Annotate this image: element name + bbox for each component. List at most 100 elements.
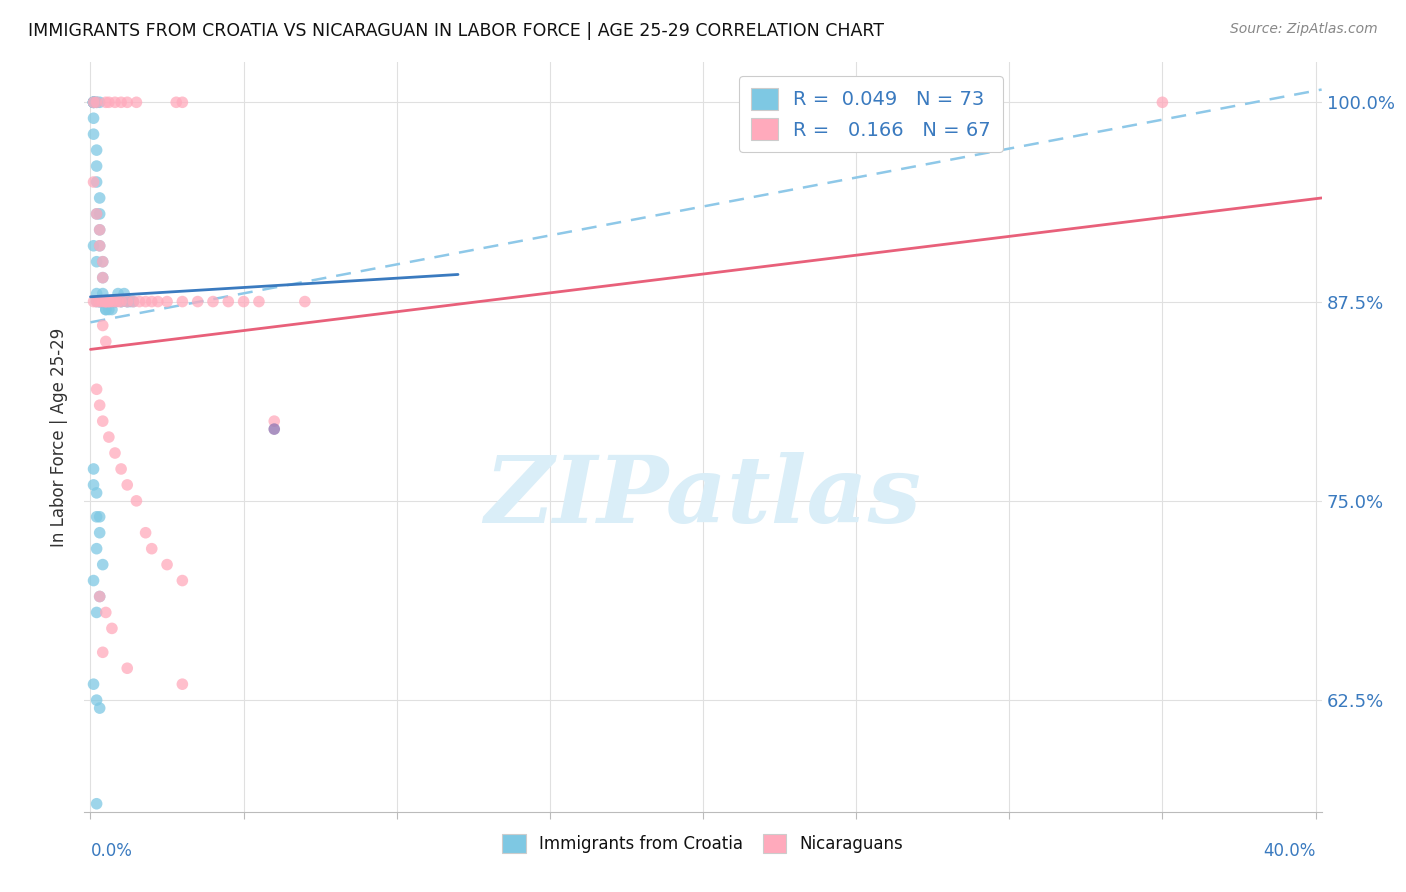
Point	[83, 112, 105, 126]
Point	[91, 318, 114, 333]
Point	[83, 677, 105, 691]
Point	[125, 493, 148, 508]
Point	[101, 302, 124, 317]
Point	[110, 294, 132, 309]
Point	[91, 270, 114, 285]
Point	[89, 294, 111, 309]
Point	[86, 797, 108, 811]
Point	[94, 294, 117, 309]
Point	[101, 294, 124, 309]
Legend: Immigrants from Croatia, Nicaraguans: Immigrants from Croatia, Nicaraguans	[496, 827, 910, 860]
Point	[172, 677, 194, 691]
Point	[91, 270, 114, 285]
Point	[172, 95, 194, 110]
Point	[91, 294, 114, 309]
Point	[89, 294, 111, 309]
Point	[1152, 95, 1174, 110]
Point	[146, 294, 169, 309]
Point	[91, 294, 114, 309]
Point	[83, 175, 105, 189]
Point	[97, 294, 120, 309]
Text: Source: ZipAtlas.com: Source: ZipAtlas.com	[1230, 22, 1378, 37]
Point	[86, 175, 108, 189]
Point	[86, 541, 108, 556]
Text: IMMIGRANTS FROM CROATIA VS NICARAGUAN IN LABOR FORCE | AGE 25-29 CORRELATION CHA: IMMIGRANTS FROM CROATIA VS NICARAGUAN IN…	[28, 22, 884, 40]
Point	[125, 95, 148, 110]
Point	[141, 541, 163, 556]
Point	[141, 294, 163, 309]
Point	[165, 95, 187, 110]
Point	[94, 294, 117, 309]
Point	[83, 95, 105, 110]
Text: ZIPatlas: ZIPatlas	[485, 452, 921, 542]
Point	[201, 294, 224, 309]
Point	[217, 294, 239, 309]
Point	[110, 294, 132, 309]
Point	[86, 95, 108, 110]
Point	[83, 95, 105, 110]
Point	[89, 207, 111, 221]
Point	[91, 558, 114, 572]
Point	[89, 239, 111, 253]
Point	[91, 294, 114, 309]
Point	[86, 207, 108, 221]
Point	[172, 574, 194, 588]
Point	[112, 286, 135, 301]
Point	[89, 525, 111, 540]
Point	[94, 606, 117, 620]
Point	[83, 95, 105, 110]
Point	[89, 294, 111, 309]
Point	[115, 661, 138, 675]
Point	[89, 294, 111, 309]
Point	[83, 95, 105, 110]
Point	[86, 95, 108, 110]
Point	[89, 590, 111, 604]
Point	[128, 294, 150, 309]
Text: 40.0%: 40.0%	[1263, 842, 1316, 860]
Point	[91, 414, 114, 428]
Point	[101, 294, 124, 309]
Point	[122, 294, 145, 309]
Point	[83, 95, 105, 110]
Point	[94, 294, 117, 309]
Point	[91, 254, 114, 268]
Point	[247, 294, 270, 309]
Point	[115, 294, 138, 309]
Point	[86, 294, 108, 309]
Point	[263, 414, 285, 428]
Point	[135, 294, 157, 309]
Point	[115, 294, 138, 309]
Point	[110, 95, 132, 110]
Point	[86, 254, 108, 268]
Point	[232, 294, 254, 309]
Point	[115, 95, 138, 110]
Point	[89, 223, 111, 237]
Point	[115, 294, 138, 309]
Point	[104, 95, 127, 110]
Point	[107, 286, 129, 301]
Point	[94, 294, 117, 309]
Point	[104, 446, 127, 460]
Point	[97, 302, 120, 317]
Point	[104, 294, 127, 309]
Point	[86, 95, 108, 110]
Point	[97, 294, 120, 309]
Point	[135, 525, 157, 540]
Point	[110, 462, 132, 476]
Point	[91, 294, 114, 309]
Point	[89, 509, 111, 524]
Point	[89, 239, 111, 253]
Point	[83, 239, 105, 253]
Point	[89, 191, 111, 205]
Point	[107, 294, 129, 309]
Point	[120, 294, 142, 309]
Point	[86, 143, 108, 157]
Text: 0.0%: 0.0%	[90, 842, 132, 860]
Point	[172, 294, 194, 309]
Point	[83, 127, 105, 141]
Point	[263, 422, 285, 436]
Point	[86, 693, 108, 707]
Point	[83, 462, 105, 476]
Point	[97, 294, 120, 309]
Point	[97, 95, 120, 110]
